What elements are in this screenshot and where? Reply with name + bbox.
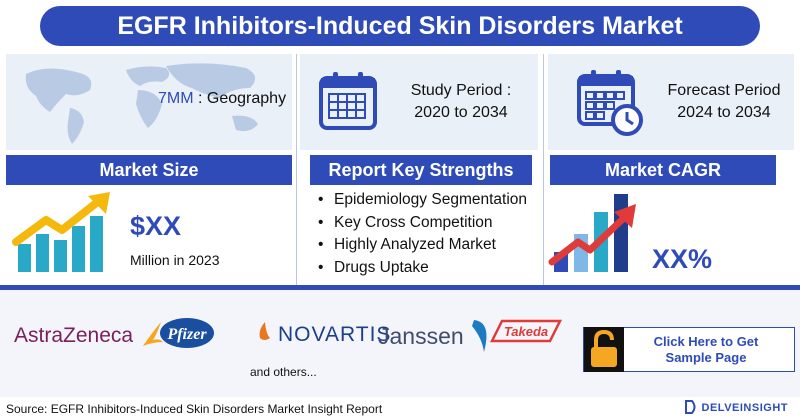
list-item: Highly Analyzed Market — [318, 234, 527, 257]
novartis-wordmark: NOVARTIS — [278, 323, 392, 346]
takeda-wordmark: Takeda — [504, 324, 548, 339]
janssen-swoosh-icon — [472, 320, 487, 352]
geography-label: 7MM : Geography — [158, 90, 286, 108]
market-size-unit: Million in 2023 — [130, 252, 220, 268]
sample-page-label: Click Here to Get Sample Page — [653, 333, 759, 365]
janssen-logo: Janssen — [378, 318, 492, 354]
forecast-period-value: 2024 to 2034 — [677, 104, 771, 121]
sample-page-button[interactable]: Click Here to Get Sample Page — [583, 327, 795, 372]
key-strengths-list: Epidemiology Segmentation Key Cross Comp… — [318, 189, 527, 279]
column-divider — [296, 54, 297, 286]
pfizer-logo: Pfizer — [160, 318, 214, 348]
world-map-icon — [25, 63, 258, 144]
column-divider — [543, 54, 544, 286]
source-bar: Source: EGFR Inhibitors-Induced Skin Dis… — [0, 398, 800, 420]
study-period-label: Study Period : — [410, 82, 512, 99]
calendar-icon — [319, 72, 377, 130]
list-item: Key Cross Competition — [318, 212, 527, 235]
forecast-period-text: Forecast Period 2024 to 2034 — [660, 80, 788, 124]
market-cagr-value: XX% — [652, 244, 713, 274]
lock-icon — [584, 327, 624, 372]
market-size-header: Market Size — [6, 155, 292, 185]
study-period-value: 2020 to 2034 — [414, 104, 508, 121]
geography-prefix: 7MM — [158, 90, 194, 107]
brand-wordmark: DELVEINSIGHT — [701, 402, 788, 414]
janssen-wordmark: Janssen — [378, 323, 464, 349]
list-item: Drugs Uptake — [318, 257, 527, 280]
others-text: and others... — [250, 365, 317, 379]
source-text: Source: EGFR Inhibitors-Induced Skin Dis… — [6, 402, 383, 416]
page-title: EGFR Inhibitors-Induced Skin Disorders M… — [40, 6, 760, 46]
cagr-chart-icon — [548, 194, 636, 272]
geography-card: 7MM : Geography — [6, 54, 292, 150]
delveinsight-logo: DELVEINSIGHT — [684, 399, 788, 415]
growth-bar-chart-icon — [12, 192, 110, 272]
key-strengths-header: Report Key Strengths — [310, 155, 532, 185]
astrazeneca-wordmark: AstraZeneca — [14, 324, 134, 347]
list-item: Epidemiology Segmentation — [318, 189, 527, 212]
astrazeneca-symbol-icon — [142, 322, 163, 346]
novartis-flame-icon — [259, 322, 270, 340]
study-period-text: Study Period : 2020 to 2034 — [394, 80, 528, 124]
pfizer-wordmark: Pfizer — [166, 326, 207, 343]
astrazeneca-logo: AstraZeneca — [14, 320, 165, 348]
market-size-value: $XX — [130, 211, 182, 241]
geography-text: : Geography — [193, 90, 287, 107]
forecast-period-label: Forecast Period — [667, 82, 781, 99]
market-cagr-header: Market CAGR — [550, 155, 776, 185]
calendar-clock-icon — [577, 70, 643, 136]
delveinsight-mark-icon — [684, 400, 696, 414]
study-period-card: Study Period : 2020 to 2034 — [300, 54, 538, 150]
forecast-period-card: Forecast Period 2024 to 2034 — [548, 54, 794, 150]
novartis-logo: NOVARTIS — [256, 320, 391, 347]
takeda-logo: Takeda — [489, 319, 563, 343]
